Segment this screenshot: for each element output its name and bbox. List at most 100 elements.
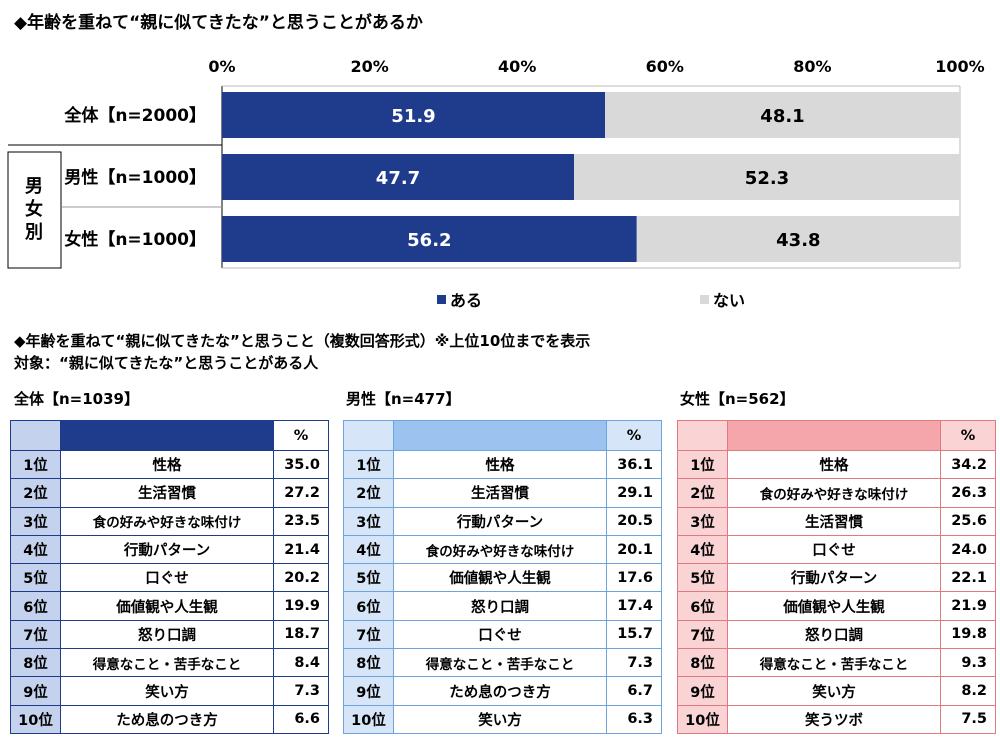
legend-item-nai: ない xyxy=(700,287,745,311)
rank-cell: 3位 xyxy=(343,506,394,536)
rank-cell: 8位 xyxy=(343,648,394,678)
item-cell: 口ぐせ xyxy=(60,563,274,593)
table-row: 9位 笑い方 8.2 xyxy=(677,676,996,706)
bar-aru xyxy=(222,154,575,200)
rank-cell: 1位 xyxy=(10,449,61,480)
table-row: 2位 生活習慣 27.2 xyxy=(10,478,329,508)
table-row: 2位 食の好みや好きな味付け 26.3 xyxy=(677,478,996,508)
table-row: 8位 得意なこと・苦手なこと 8.4 xyxy=(10,648,329,678)
category-label: 全体【n=2000】 xyxy=(63,105,206,126)
table-row: 7位 怒り口調 19.8 xyxy=(677,619,996,650)
table-row: 10位 ため息のつき方 6.6 xyxy=(10,704,329,734)
item-cell: 行動パターン xyxy=(393,506,607,536)
data-label: 51.9 xyxy=(391,106,435,127)
item-cell: 得意なこと・苦手なこと xyxy=(60,648,274,678)
item-cell: 怒り口調 xyxy=(727,619,941,650)
item-cell: 性格 xyxy=(60,449,274,480)
ranking-table-total: % 1位 性格 35.0 2位 生活習慣 27.2 3位 食の好みや好きな味付け 23.5 4位 行動… xyxy=(10,420,329,734)
value-cell: 15.7 xyxy=(606,619,662,650)
value-cell: 18.7 xyxy=(273,619,329,650)
group-label-char: 別 xyxy=(25,222,43,243)
table-row: 1位 性格 35.0 xyxy=(10,449,329,480)
group-label-char: 男 xyxy=(25,176,43,197)
table-row: 9位 ため息のつき方 6.7 xyxy=(343,676,662,706)
rank-cell: 9位 xyxy=(343,676,394,706)
percent-header: % xyxy=(940,420,996,451)
data-label: 48.1 xyxy=(760,106,804,127)
rank-cell: 4位 xyxy=(343,534,394,565)
data-label: 56.2 xyxy=(407,230,451,251)
data-label: 43.8 xyxy=(776,230,820,251)
value-cell: 8.2 xyxy=(940,676,996,706)
rank-cell: 1位 xyxy=(343,449,394,480)
item-cell: ため息のつき方 xyxy=(393,676,607,706)
data-label: 52.3 xyxy=(745,168,789,189)
x-tick-label: 20% xyxy=(350,57,388,76)
table-header-row: % xyxy=(343,420,662,451)
value-cell: 29.1 xyxy=(606,478,662,508)
rank-cell: 7位 xyxy=(343,619,394,650)
value-cell: 25.6 xyxy=(940,506,996,536)
table-row: 9位 笑い方 7.3 xyxy=(10,676,329,706)
x-tick-label: 80% xyxy=(793,57,831,76)
table-row: 5位 行動パターン 22.1 xyxy=(677,563,996,593)
value-cell: 9.3 xyxy=(940,648,996,678)
stacked-bar-chart: 0% 20% 40% 60% 80% 100% 男女別 全体【n=2000】 51.9 48.1 男… xyxy=(7,57,985,269)
rank-cell: 1位 xyxy=(677,449,728,480)
value-cell: 26.3 xyxy=(940,478,996,508)
header-cell xyxy=(677,420,728,451)
item-cell: 行動パターン xyxy=(727,563,941,593)
ranking-label-total: 全体【n=1039】 xyxy=(14,390,139,408)
value-cell: 8.4 xyxy=(273,648,329,678)
table-row: 6位 価値観や人生観 19.9 xyxy=(10,591,329,621)
rank-cell: 8位 xyxy=(10,648,61,678)
table-row: 6位 怒り口調 17.4 xyxy=(343,591,662,621)
rank-cell: 6位 xyxy=(677,591,728,621)
item-cell: 笑い方 xyxy=(60,676,274,706)
value-cell: 36.1 xyxy=(606,449,662,480)
header-cell xyxy=(393,420,607,451)
rank-cell: 6位 xyxy=(343,591,394,621)
data-label: 47.7 xyxy=(376,168,420,189)
item-cell: 食の好みや好きな味付け xyxy=(727,478,941,508)
rank-cell: 7位 xyxy=(677,619,728,650)
ranking-target: 対象：“親に似てきたな”と思うことがある人 xyxy=(14,354,319,372)
value-cell: 21.4 xyxy=(273,534,329,565)
value-cell: 20.5 xyxy=(606,506,662,536)
table-row: 4位 口ぐせ 24.0 xyxy=(677,534,996,565)
table-row: 7位 口ぐせ 15.7 xyxy=(343,619,662,650)
value-cell: 6.3 xyxy=(606,704,662,734)
ranking-label-female: 女性【n=562】 xyxy=(680,390,795,408)
value-cell: 20.2 xyxy=(273,563,329,593)
table-row: 1位 性格 36.1 xyxy=(343,449,662,480)
category-label: 女性【n=1000】 xyxy=(64,229,206,250)
item-cell: 価値観や人生観 xyxy=(727,591,941,621)
table-row: 8位 得意なこと・苦手なこと 9.3 xyxy=(677,648,996,678)
percent-header: % xyxy=(606,420,662,451)
item-cell: ため息のつき方 xyxy=(60,704,274,734)
item-cell: 怒り口調 xyxy=(393,591,607,621)
table-header-row: % xyxy=(10,420,329,451)
value-cell: 19.9 xyxy=(273,591,329,621)
header-cell xyxy=(10,420,61,451)
table-row: 6位 価値観や人生観 21.9 xyxy=(677,591,996,621)
rank-cell: 6位 xyxy=(10,591,61,621)
rank-cell: 3位 xyxy=(677,506,728,536)
item-cell: 口ぐせ xyxy=(393,619,607,650)
value-cell: 20.1 xyxy=(606,534,662,565)
item-cell: 生活習慣 xyxy=(60,478,274,508)
ranking-title: ◆年齢を重ねて“親に似てきたな”と思うこと（複数回答形式）※上位10位までを表示 xyxy=(14,332,591,350)
item-cell: 食の好みや好きな味付け xyxy=(393,534,607,565)
item-cell: 生活習慣 xyxy=(727,506,941,536)
item-cell: 食の好みや好きな味付け xyxy=(60,506,274,536)
percent-header: % xyxy=(273,420,329,451)
header-cell xyxy=(343,420,394,451)
table-row: 3位 行動パターン 20.5 xyxy=(343,506,662,536)
value-cell: 6.6 xyxy=(273,704,329,734)
table-row: 7位 怒り口調 18.7 xyxy=(10,619,329,650)
table-row: 4位 食の好みや好きな味付け 20.1 xyxy=(343,534,662,565)
rank-cell: 10位 xyxy=(10,704,61,734)
rank-cell: 7位 xyxy=(10,619,61,650)
table-row: 2位 生活習慣 29.1 xyxy=(343,478,662,508)
rank-cell: 8位 xyxy=(677,648,728,678)
